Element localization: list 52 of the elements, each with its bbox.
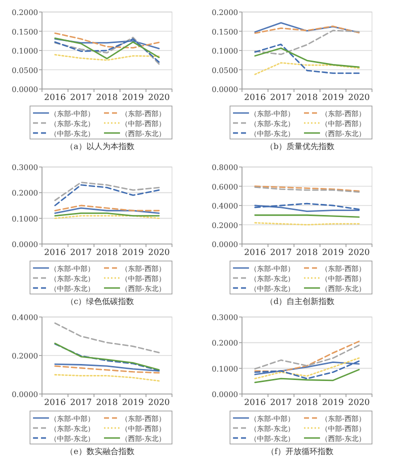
- x-tick-label: 2016: [244, 93, 266, 103]
- x-tick-label: 2017: [270, 398, 292, 408]
- line-series: [54, 374, 160, 382]
- x-tick-label: 2016: [44, 248, 66, 258]
- x-tick-label: 2016: [244, 248, 266, 258]
- line-series: [54, 322, 160, 354]
- x-tick-label: 2019: [322, 398, 344, 408]
- line-series: [254, 62, 360, 76]
- line-series: [54, 38, 160, 50]
- x-tick-label: 2018: [96, 93, 118, 103]
- x-tick-label: 2018: [96, 398, 118, 408]
- text: （b）质量优先指数: [265, 142, 335, 151]
- line-series: [254, 47, 360, 68]
- line-series: [254, 44, 360, 74]
- x-tick-label: 2020: [348, 248, 370, 258]
- x-tick-label: 2019: [122, 93, 144, 103]
- x-tick-label: 2019: [322, 93, 344, 103]
- text: （a）以人为本指数: [66, 142, 134, 151]
- line-series: [54, 184, 160, 206]
- x-tick-label: 2017: [70, 248, 92, 258]
- line-series: [54, 365, 160, 374]
- x-tick-label: 2016: [44, 398, 66, 408]
- line-series: [254, 361, 360, 376]
- x-tick-label: 2020: [348, 398, 370, 408]
- x-tick-label: 2017: [270, 248, 292, 258]
- x-tick-label: 2018: [96, 248, 118, 258]
- line-series: [54, 363, 160, 372]
- line-series: [254, 368, 360, 384]
- text: （e）数实融合指数: [66, 447, 134, 456]
- x-tick-label: 2020: [348, 93, 370, 103]
- text: （c）绿色低碳指数: [66, 297, 134, 306]
- x-tick-label: 2019: [122, 248, 144, 258]
- x-tick-label: 2017: [70, 93, 92, 103]
- line-series: [54, 32, 160, 49]
- line-series: [254, 30, 360, 56]
- line-series: [254, 26, 360, 34]
- x-tick-label: 2016: [244, 398, 266, 408]
- x-tick-label: 2020: [148, 93, 170, 103]
- x-tick-label: 2019: [122, 398, 144, 408]
- x-tick-label: 2017: [70, 398, 92, 408]
- x-tick-label: 2020: [148, 248, 170, 258]
- text: （d）自主创新指数: [265, 297, 335, 306]
- x-tick-label: 2018: [296, 398, 318, 408]
- x-tick-label: 2017: [270, 93, 292, 103]
- x-tick-label: 2020: [148, 398, 170, 408]
- line-series: [54, 182, 160, 202]
- x-tick-label: 2019: [322, 248, 344, 258]
- x-tick-label: 2016: [44, 93, 66, 103]
- x-tick-label: 2018: [296, 248, 318, 258]
- text: （f）开放循环指数: [266, 447, 334, 456]
- x-tick-label: 2018: [296, 93, 318, 103]
- line-series: [54, 37, 160, 60]
